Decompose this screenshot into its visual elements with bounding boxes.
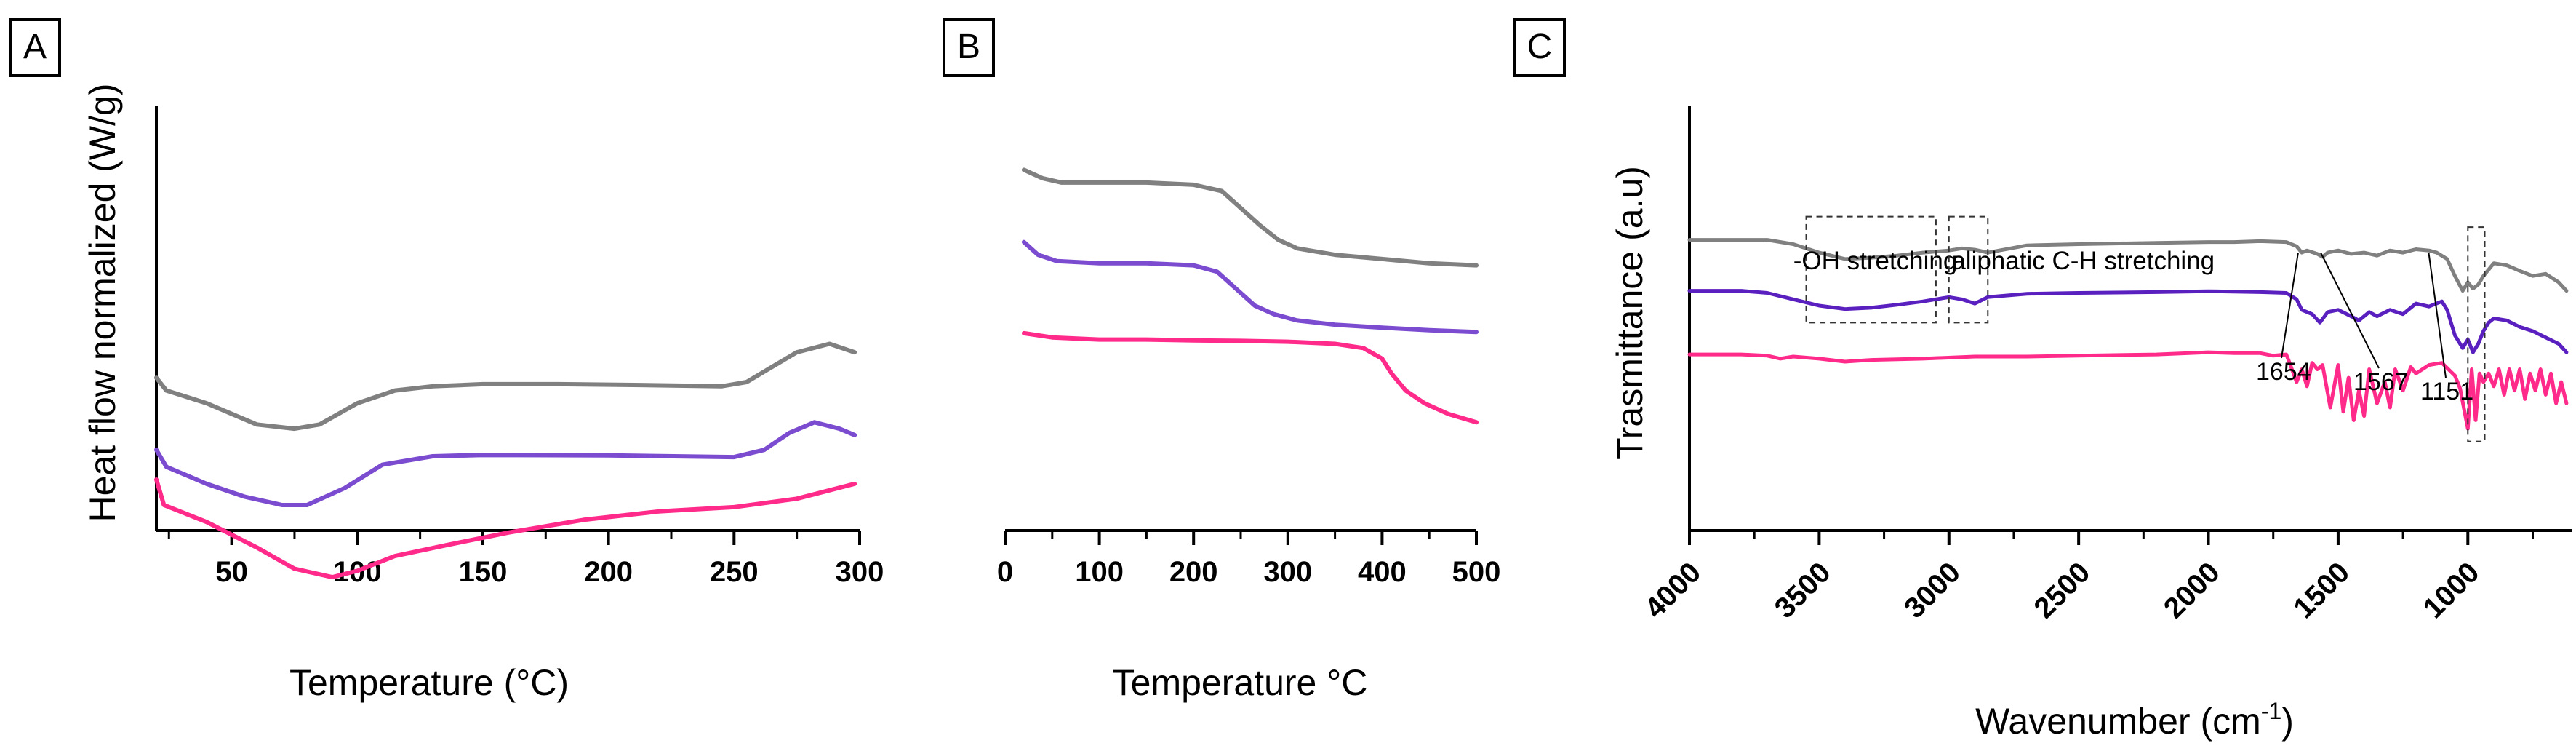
x-tick-label: 1000 xyxy=(2417,556,2486,624)
annotation-label: -OH stretching xyxy=(1793,247,1958,275)
x-tick-label: 2000 xyxy=(2158,556,2226,624)
panel-label-b-text: B xyxy=(957,28,980,66)
series-line-pink xyxy=(154,477,857,580)
peak-label: 1567 xyxy=(2353,368,2409,396)
series-line-gray xyxy=(154,341,857,432)
annotation-box xyxy=(1948,215,1989,324)
peak-leader-line xyxy=(2320,252,2380,369)
annotation-box xyxy=(1805,215,1937,324)
series-line-gray xyxy=(1021,167,1479,268)
x-tick-label: 1500 xyxy=(2287,556,2356,624)
x-tick-label: 200 xyxy=(1169,556,1218,588)
panel-a-x-axis-title: Temperature (°C) xyxy=(289,662,569,703)
x-tick-label: 50 xyxy=(215,556,248,588)
x-tick-label: 400 xyxy=(1358,556,1407,588)
tga-chart-panel-b: 0 100 200 300 400 500 xyxy=(997,167,1501,588)
x-tick-label: 3500 xyxy=(1769,556,1837,624)
x-tick-label: 150 xyxy=(459,556,508,588)
dsc-chart-panel-a: 50 100 150 200 250 300 xyxy=(154,106,884,588)
peak-leader-line xyxy=(2428,252,2447,378)
panel-b-x-axis-title: Temperature °C xyxy=(1113,662,1368,703)
ftir-chart-panel-c: 4000 3500 3000 2500 2000 1500 1000 -OH stretchi… xyxy=(1639,106,2572,624)
panel-a-y-axis-title: Heat flow normalized (W/g) xyxy=(82,84,123,522)
panel-c-x-axis-title: Wavenumber (cm-1) xyxy=(1975,698,2294,742)
panel-label-b: B xyxy=(943,18,995,77)
series-line-purple xyxy=(154,420,857,507)
series-line-purple xyxy=(1687,289,2569,354)
x-tick-label: 4000 xyxy=(1639,556,1707,624)
peak-label: 1151 xyxy=(2420,378,2473,405)
x-tick-label: 250 xyxy=(710,556,759,588)
x-tick-label: 0 xyxy=(997,556,1013,588)
x-tick-label: 500 xyxy=(1452,556,1501,588)
annotation-label: aliphatic C-H stretching xyxy=(1951,247,2215,275)
peak-leader-line xyxy=(2281,252,2299,359)
x-tick-label: 3000 xyxy=(1898,556,1967,624)
panel-c-y-axis-title: Trasmittance (a.u) xyxy=(1609,166,1650,460)
x-tick-label: 2500 xyxy=(2028,556,2096,624)
x-tick-label: 100 xyxy=(1075,556,1124,588)
x-tick-label: 300 xyxy=(1263,556,1312,588)
annotation-box xyxy=(2467,226,2486,442)
x-tick-label: 300 xyxy=(836,556,884,588)
peak-label: 1654 xyxy=(2256,358,2311,386)
series-line-purple xyxy=(1021,239,1479,335)
x-tick-label: 200 xyxy=(584,556,633,588)
panel-label-c: C xyxy=(1513,18,1566,77)
panel-label-a: A xyxy=(9,18,61,77)
panel-label-c-text: C xyxy=(1527,28,1553,66)
series-line-pink xyxy=(1687,350,2569,431)
series-line-pink xyxy=(1021,330,1479,425)
panel-label-a-text: A xyxy=(23,28,47,66)
